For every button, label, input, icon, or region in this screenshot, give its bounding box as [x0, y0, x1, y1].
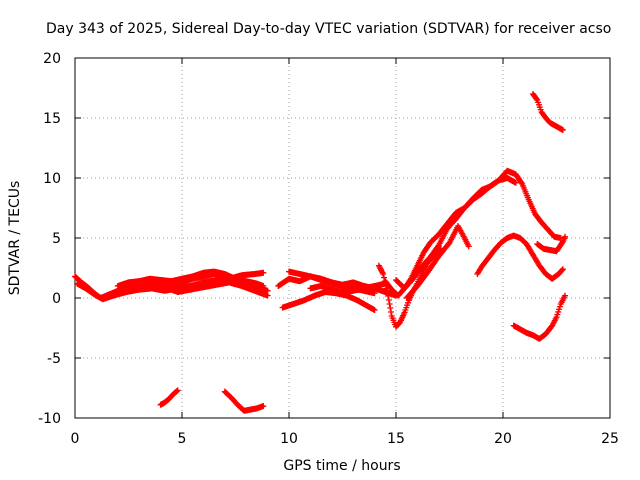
data-point — [388, 309, 395, 315]
x-tick-label: 15 — [387, 431, 405, 447]
y-tick-label: -10 — [38, 411, 61, 427]
y-tick-label: 0 — [52, 291, 61, 307]
plot-frame — [74, 57, 611, 419]
data-point — [533, 96, 540, 102]
tick-labels: 0 5 10 15 20 25 -10 -5 0 5 10 15 20 — [38, 51, 619, 447]
y-tick-label: 10 — [43, 171, 61, 187]
data-point — [174, 387, 181, 394]
data-point — [385, 293, 392, 299]
data-point — [562, 292, 569, 299]
y-tick-label: -5 — [47, 351, 61, 367]
x-tick-label: 20 — [494, 431, 512, 447]
data-series — [403, 223, 472, 301]
y-tick-label: 20 — [43, 51, 61, 67]
data-series — [136, 279, 271, 299]
x-tick-label: 10 — [280, 431, 298, 447]
y-tick-label: 5 — [52, 231, 61, 247]
data-series — [221, 388, 267, 414]
data-point — [465, 243, 472, 250]
x-axis-label: GPS time / hours — [283, 458, 400, 474]
x-tick-label: 25 — [601, 431, 619, 447]
data-point — [260, 403, 267, 409]
data-point — [380, 271, 387, 277]
x-tick-label: 5 — [178, 431, 187, 447]
data-point — [559, 266, 566, 273]
data-point — [385, 297, 392, 303]
data-series — [382, 167, 564, 299]
data-series — [529, 91, 566, 133]
data-point — [381, 274, 388, 281]
chart-title: Day 343 of 2025, Sidereal Day-to-day VTE… — [46, 21, 611, 37]
y-tick-label: 15 — [43, 111, 61, 127]
data-point — [386, 301, 393, 307]
data-point — [512, 179, 519, 186]
data-series — [375, 245, 444, 330]
data-marks — [72, 91, 569, 414]
data-series — [157, 387, 181, 408]
data-point — [384, 289, 391, 295]
data-series — [393, 175, 519, 292]
data-point — [371, 307, 378, 313]
data-point — [562, 233, 569, 240]
data-series — [474, 232, 566, 282]
data-point — [387, 305, 394, 311]
grid-lines — [75, 58, 610, 418]
data-series — [114, 268, 271, 294]
data-point — [518, 179, 525, 186]
y-axis-label: SDTVAR / TECUs — [7, 181, 23, 296]
data-series — [534, 233, 569, 255]
x-tick-label: 0 — [71, 431, 80, 447]
data-point — [260, 269, 267, 276]
data-point — [559, 267, 566, 274]
data-series — [510, 292, 569, 342]
data-point — [559, 127, 566, 133]
data-point — [264, 292, 271, 299]
